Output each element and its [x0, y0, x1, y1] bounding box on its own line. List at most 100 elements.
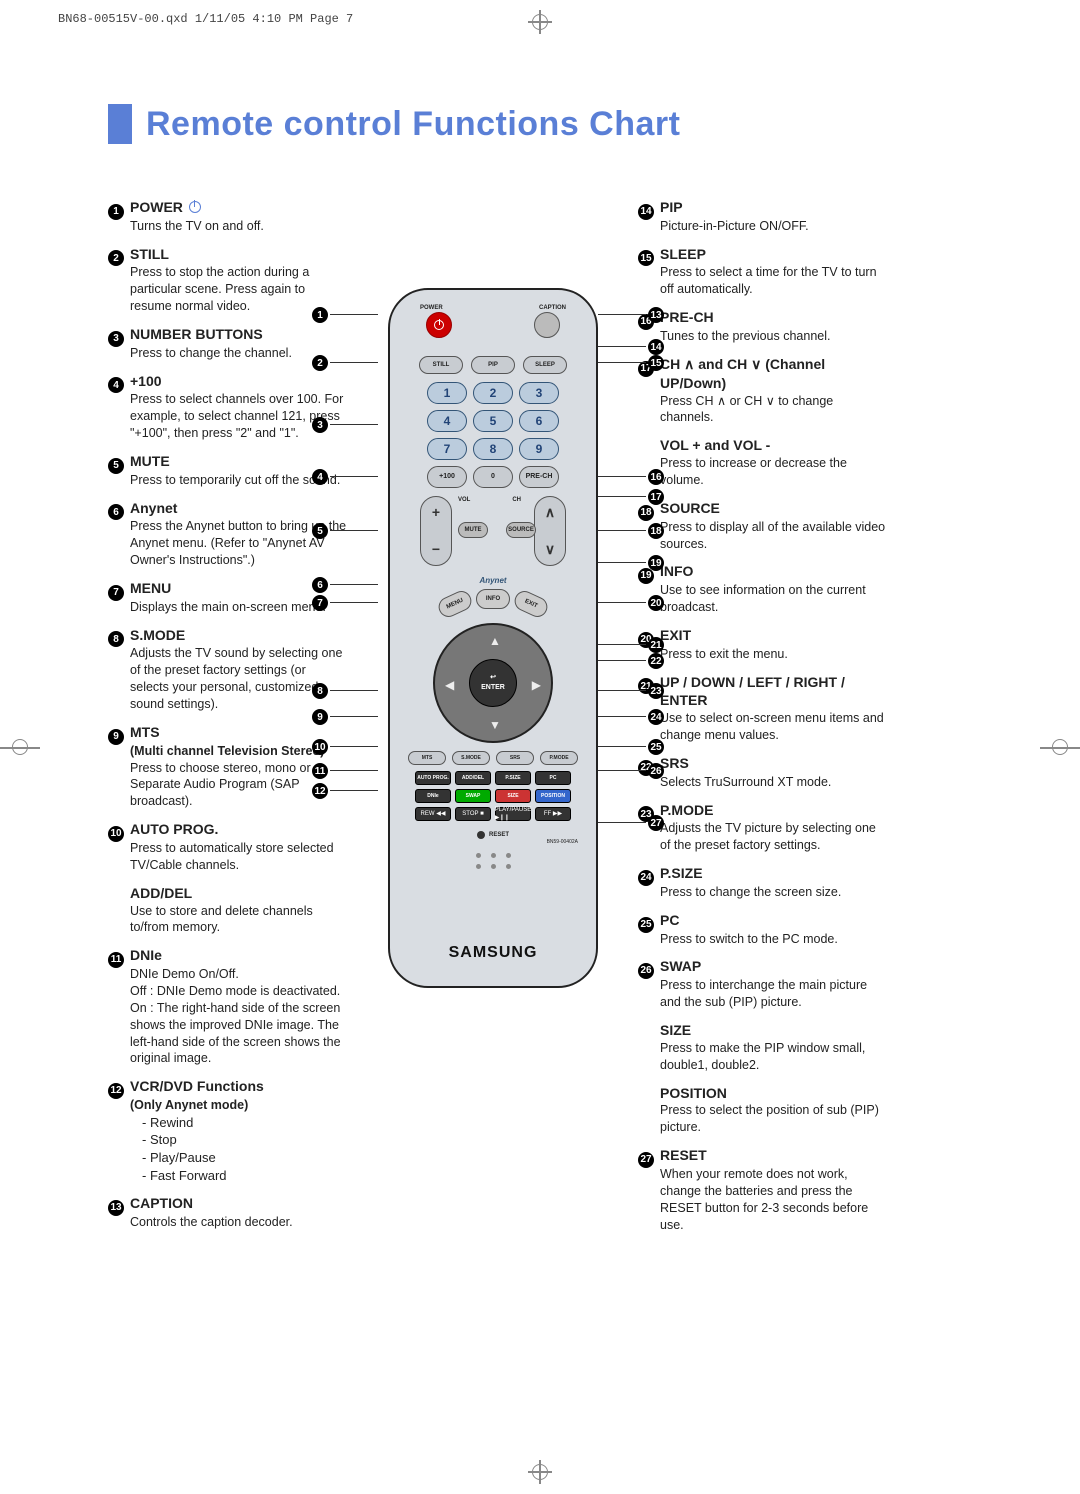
item-label: VOL + and VOL -	[660, 436, 770, 455]
item-label: UP / DOWN / LEFT / RIGHT / ENTER	[660, 673, 888, 711]
ch-label: CH	[512, 496, 521, 504]
item-number-badge: 3	[108, 331, 124, 347]
callout-line: 3	[330, 424, 378, 425]
ovalrow-button[interactable]: SLEEP	[523, 356, 567, 374]
dpad[interactable]: ▲ ▼ ◀ ▶ ↩ ENTER	[433, 623, 553, 743]
callout-badge: 7	[312, 595, 328, 611]
dark1-button[interactable]: ADD/DEL	[455, 771, 491, 785]
caption-button[interactable]	[534, 312, 560, 338]
callout-line: 11	[330, 770, 378, 771]
remote-control: POWER CAPTION STILLPIPSLEEP 123456789 +1…	[388, 288, 598, 988]
ovalrow-button[interactable]: STILL	[419, 356, 463, 374]
smallrow-button[interactable]: S.MODE	[452, 751, 490, 765]
item-label: P.SIZE	[660, 864, 703, 883]
dark-row-1: AUTO PROG. ADD/DEL P.SIZE PC	[415, 771, 571, 785]
source-button[interactable]: SOURCE	[506, 522, 536, 538]
crop-mark-bottom	[528, 1460, 552, 1484]
row4-button[interactable]: +100	[427, 466, 467, 488]
item-label: SWAP	[660, 957, 701, 976]
function-item: 17CH ∧ and CH ∨ (Channel UP/Down)Press C…	[638, 355, 888, 427]
item-label: MENU	[130, 579, 171, 598]
item-description: DNIe Demo On/Off.	[130, 966, 348, 983]
enter-button[interactable]: ↩ ENTER	[469, 659, 517, 707]
item-label: SLEEP	[660, 245, 706, 264]
ovalrow-button[interactable]: PIP	[471, 356, 515, 374]
numpad-button[interactable]: 5	[473, 410, 513, 432]
item-number-badge: 7	[108, 585, 124, 601]
callout-line: 2	[330, 362, 378, 363]
menu-button[interactable]: MENU	[435, 588, 474, 620]
numpad-button[interactable]: 7	[427, 438, 467, 460]
color-row: DNIe SWAP SIZE POSITION	[415, 789, 571, 803]
item-description: Press to select a time for the TV to tur…	[660, 264, 888, 298]
transport-button[interactable]: REW ◀◀	[415, 807, 451, 821]
enter-label: ENTER	[481, 683, 505, 692]
transport-button[interactable]: PLAY/PAUSE ▶❙❙	[495, 807, 531, 821]
function-item: ADD/DELUse to store and delete channels …	[108, 884, 348, 937]
numpad-button[interactable]: 9	[519, 438, 559, 460]
callout-badge: 3	[312, 417, 328, 433]
function-item: 12VCR/DVD Functions(Only Anynet mode)Rew…	[108, 1077, 348, 1184]
info-button[interactable]: INFO	[476, 589, 510, 609]
callout-line: 8	[330, 690, 378, 691]
numpad-button[interactable]: 8	[473, 438, 513, 460]
exit-button[interactable]: EXIT	[511, 588, 550, 620]
item-description: Press to make the PIP window small, doub…	[660, 1040, 888, 1074]
item-label: +100	[130, 372, 162, 391]
item-label: SRS	[660, 754, 689, 773]
item-number-badge: 6	[108, 504, 124, 520]
right-column: 14PIPPicture-in-Picture ON/OFF.15SLEEPPr…	[638, 198, 888, 1243]
dark1-button[interactable]: P.SIZE	[495, 771, 531, 785]
colorrow-button[interactable]: DNIe	[415, 789, 451, 803]
function-item: 19INFOUse to see information on the curr…	[638, 562, 888, 616]
reset-hole[interactable]	[477, 831, 485, 839]
caption-label: CAPTION	[539, 304, 566, 312]
numpad-button[interactable]: 1	[427, 382, 467, 404]
numpad-button[interactable]: 4	[427, 410, 467, 432]
transport-button[interactable]: STOP ■	[455, 807, 491, 821]
mute-button[interactable]: MUTE	[458, 522, 488, 538]
volume-rocker[interactable]: +−	[420, 496, 452, 566]
colorrow-button[interactable]: POSITION	[535, 789, 571, 803]
item-number-badge: 9	[108, 729, 124, 745]
callout-badge: 22	[648, 653, 664, 669]
item-label: STILL	[130, 245, 169, 264]
callout-badge: 11	[312, 763, 328, 779]
numpad-button[interactable]: 6	[519, 410, 559, 432]
colorrow-button[interactable]: SIZE	[495, 789, 531, 803]
power-icon	[189, 201, 201, 213]
channel-rocker[interactable]: ∧∨	[534, 496, 566, 566]
transport-row: REW ◀◀ STOP ■ PLAY/PAUSE ▶❙❙ FF ▶▶	[415, 807, 571, 821]
numpad-button[interactable]: 2	[473, 382, 513, 404]
row4-button[interactable]: PRE-CH	[519, 466, 559, 488]
callout-badge: 23	[648, 683, 664, 699]
dark1-button[interactable]: AUTO PROG.	[415, 771, 451, 785]
callout-line: 7	[330, 602, 378, 603]
row4-button[interactable]: 0	[473, 466, 513, 488]
list-item: Rewind	[142, 1114, 348, 1132]
item-description: Turns the TV on and off.	[130, 218, 348, 235]
list-item: Stop	[142, 1131, 348, 1149]
dark1-button[interactable]: PC	[535, 771, 571, 785]
colorrow-button[interactable]: SWAP	[455, 789, 491, 803]
callout-badge: 16	[648, 469, 664, 485]
page-title: Remote control Functions Chart	[146, 105, 680, 144]
power-icon	[434, 320, 444, 330]
callout-line: 26	[598, 770, 646, 771]
callout-badge: 15	[648, 355, 664, 371]
smallrow-button[interactable]: SRS	[496, 751, 534, 765]
item-number-badge: 2	[108, 250, 124, 266]
item-number-badge: 15	[638, 250, 654, 266]
arrow-left-icon: ◀	[445, 677, 454, 693]
power-button[interactable]	[426, 312, 452, 338]
callout-line: 9	[330, 716, 378, 717]
item-number-badge: 11	[108, 952, 124, 968]
smallrow-button[interactable]: P.MODE	[540, 751, 578, 765]
smallrow-button[interactable]: MTS	[408, 751, 446, 765]
callout-badge: 17	[648, 489, 664, 505]
item-number-badge: 24	[638, 870, 654, 886]
transport-button[interactable]: FF ▶▶	[535, 807, 571, 821]
function-item: POSITIONPress to select the position of …	[638, 1084, 888, 1137]
numpad-button[interactable]: 3	[519, 382, 559, 404]
callout-badge: 4	[312, 469, 328, 485]
